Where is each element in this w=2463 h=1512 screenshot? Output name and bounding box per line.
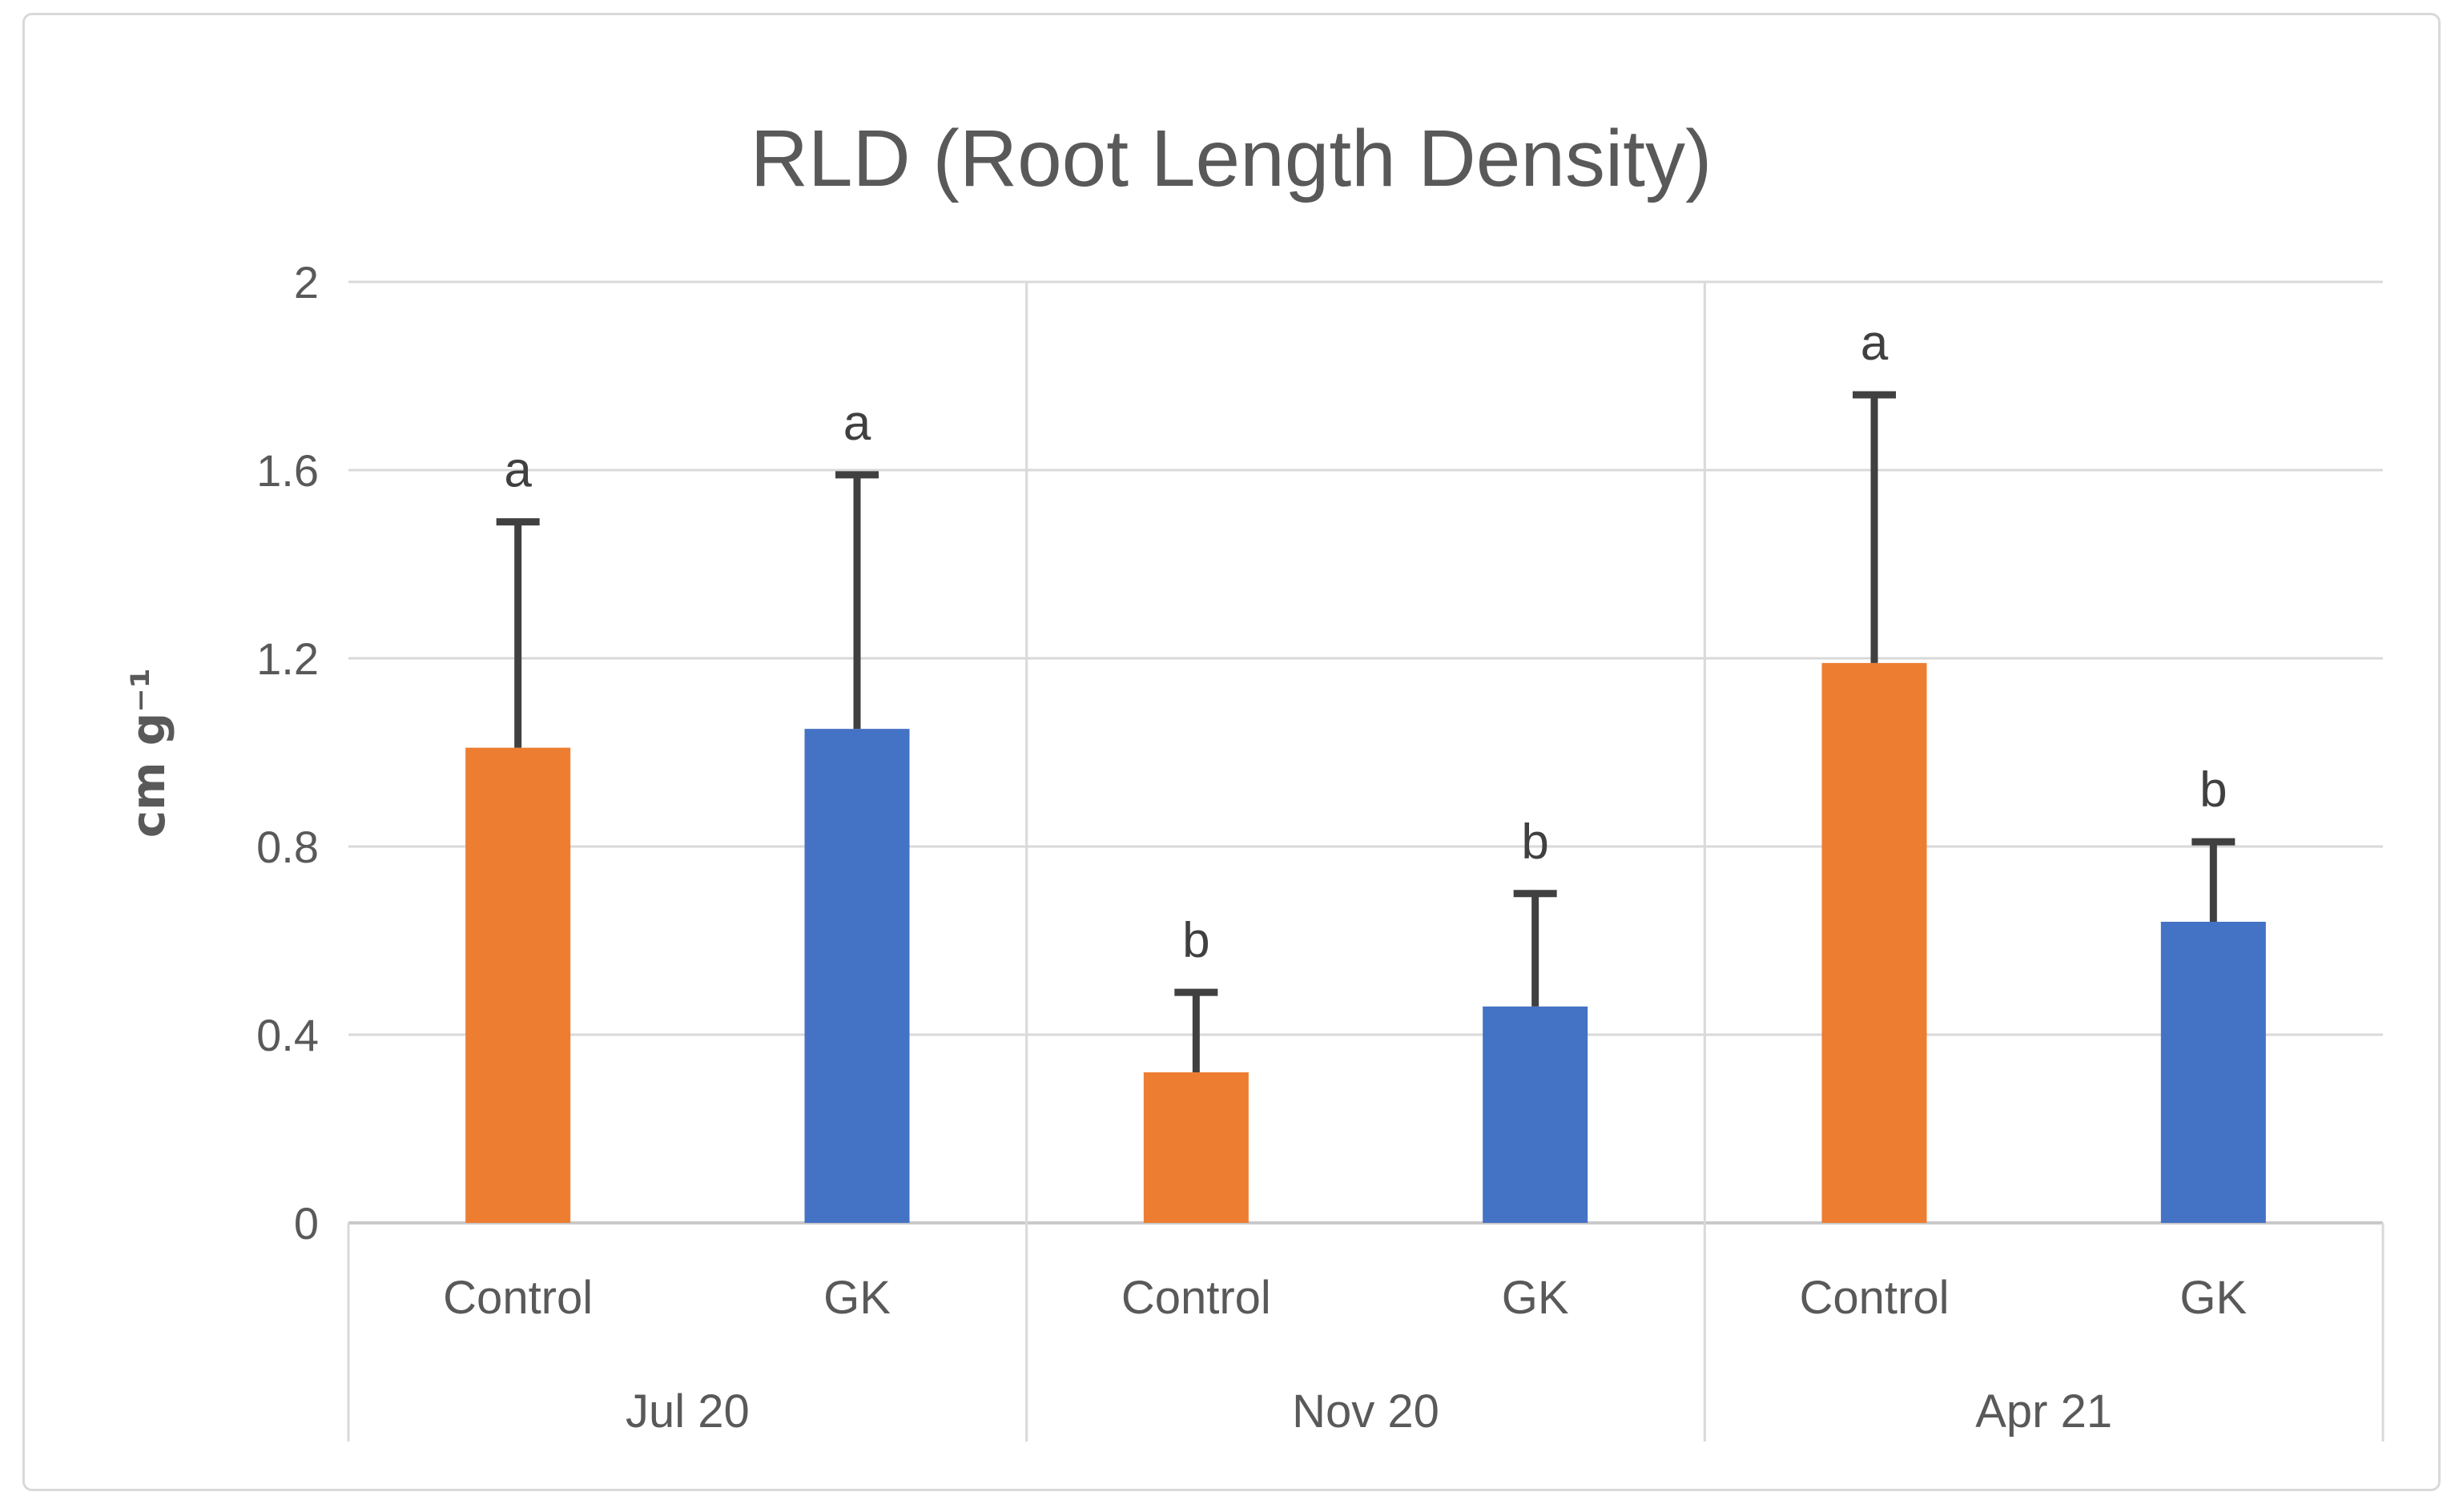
significance-letter: b	[1182, 913, 1209, 968]
axis-labels: 0 0.4 0.8 1.2 1.6 2 Control GK Jul 20 Control GK No…	[256, 257, 2247, 1438]
bar-control-nov-20	[1143, 1072, 1249, 1223]
category-label-gk: GK	[2179, 1272, 2247, 1324]
category-label-gk: GK	[1502, 1272, 1569, 1324]
category-label-control: Control	[1121, 1272, 1271, 1324]
significance-letter: a	[843, 396, 871, 451]
significance-letter: b	[1521, 814, 1548, 870]
bar-gk-nov-20	[1483, 1006, 1588, 1223]
y-tick-label: 0	[294, 1198, 319, 1249]
group-label: Nov 20	[1292, 1385, 1439, 1438]
bar-control-apr-21	[1821, 662, 1927, 1223]
group-dividers	[347, 282, 2385, 1442]
bar-gk-jul-20	[804, 729, 910, 1223]
category-label-control: Control	[1800, 1272, 1950, 1324]
y-tick-label: 2	[294, 257, 319, 308]
category-label-control: Control	[443, 1272, 593, 1324]
significance-letter: a	[1861, 316, 1889, 371]
y-tick-label: 0.8	[256, 822, 319, 872]
gridlines	[348, 280, 2383, 1224]
chart-title: RLD (Root Length Density)	[751, 114, 1712, 203]
group-label: Apr 21	[1975, 1385, 2112, 1438]
chart-frame	[22, 13, 2441, 1491]
y-axis-title: cm g⁻¹	[121, 668, 175, 838]
y-tick-label: 0.4	[256, 1010, 319, 1060]
significance-letters: a a b b a b	[504, 316, 2227, 968]
significance-letter: a	[504, 443, 532, 498]
bars	[465, 662, 2266, 1223]
bar-control-jul-20	[465, 747, 571, 1223]
y-tick-label: 1.6	[256, 445, 319, 496]
category-label-gk: GK	[823, 1272, 891, 1324]
bar-gk-apr-21	[2160, 922, 2266, 1223]
group-label: Jul 20	[626, 1385, 750, 1438]
error-bars	[496, 391, 2236, 1072]
significance-letter: b	[2199, 762, 2227, 818]
y-tick-label: 1.2	[256, 633, 319, 684]
